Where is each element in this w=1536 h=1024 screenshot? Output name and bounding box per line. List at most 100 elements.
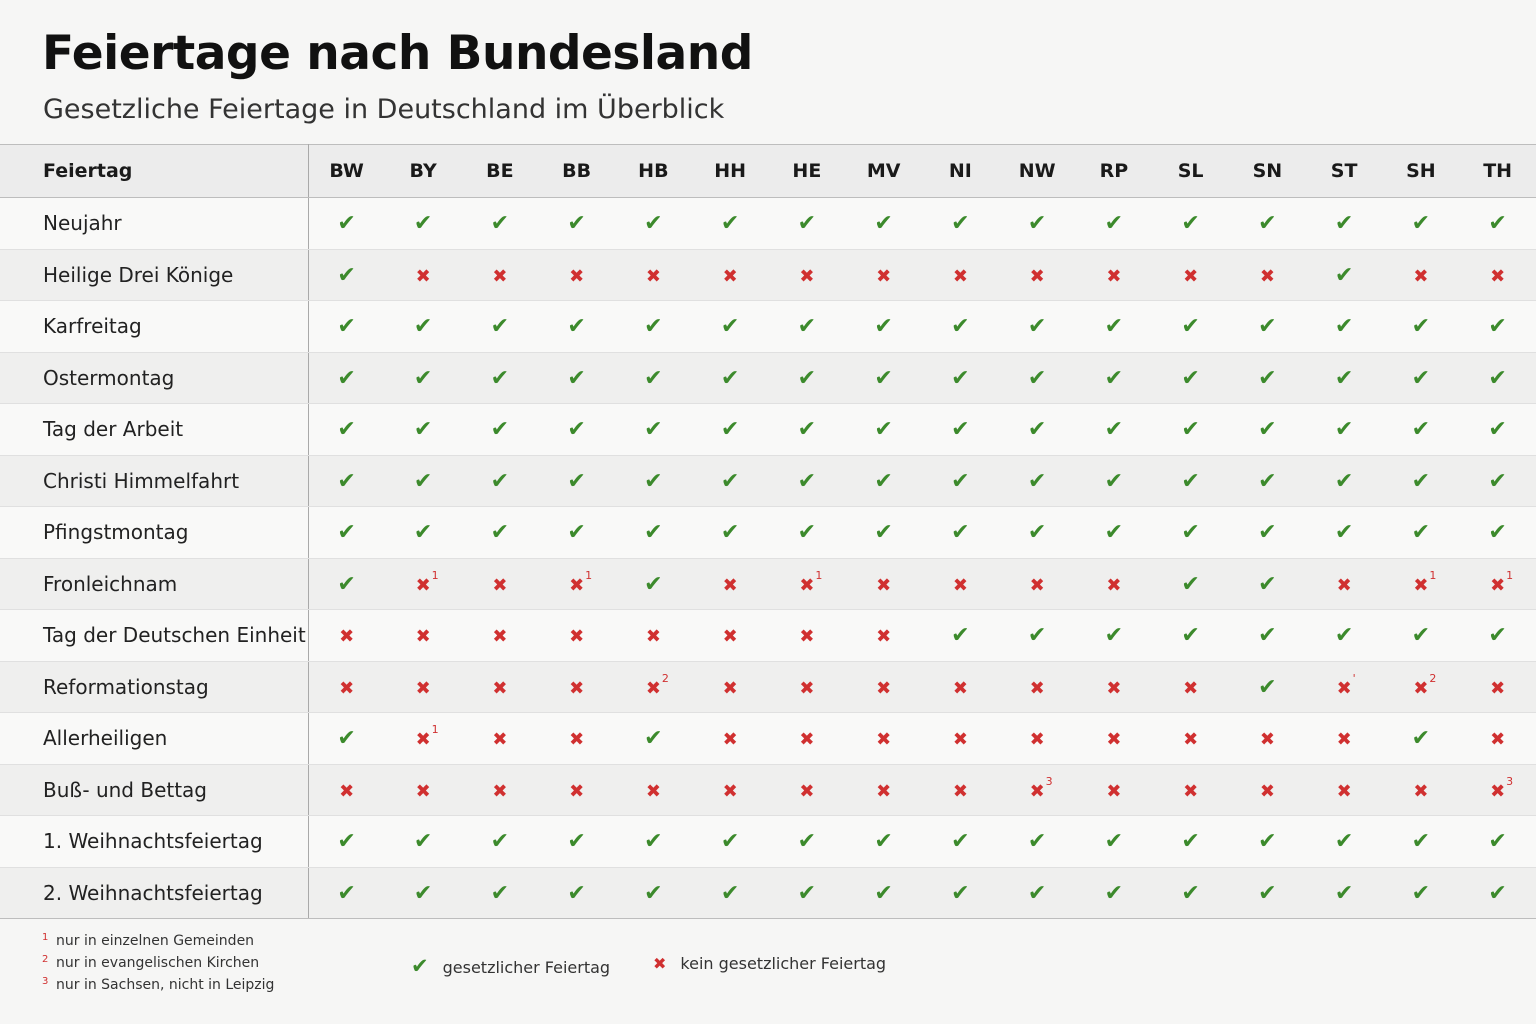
cross-icon: ✖ bbox=[1183, 780, 1199, 802]
holiday-name: Tag der Deutschen Einheit bbox=[0, 609, 309, 662]
status-cell: ✔ bbox=[461, 867, 539, 919]
check-icon: ✔ bbox=[337, 314, 356, 340]
check-icon: ✔ bbox=[1104, 365, 1124, 391]
status-cell: ✔ bbox=[691, 506, 769, 559]
cross-icon: ✖ 2 bbox=[1413, 671, 1437, 699]
check-icon: ✔ bbox=[567, 417, 586, 443]
status-cell: ✔ bbox=[1229, 506, 1306, 559]
status-cell: ✔ bbox=[308, 197, 385, 250]
cross-icon: ✖ bbox=[1336, 729, 1352, 751]
status-cell: ✖ bbox=[845, 249, 922, 301]
status-cell: ✔ bbox=[308, 506, 385, 559]
footnote: 2 nur in evangelischen Kirchen bbox=[42, 952, 274, 974]
status-cell: ✔ bbox=[615, 300, 692, 353]
status-cell: ✔ bbox=[1459, 403, 1536, 456]
status-cell: ✔ bbox=[1229, 403, 1306, 456]
cross-icon: ✖ bbox=[722, 780, 738, 802]
check-icon: ✔ bbox=[720, 314, 740, 340]
status-cell: ✔ bbox=[691, 867, 769, 919]
status-cell: ✔ bbox=[1305, 197, 1383, 250]
check-icon: ✔ bbox=[337, 829, 356, 855]
cross-icon: ✖ bbox=[339, 626, 355, 648]
status-cell: ✖ bbox=[768, 661, 846, 713]
status-cell: ✖ bbox=[1075, 661, 1153, 713]
cross-icon: ✖ bbox=[1106, 677, 1122, 699]
cross-icon: ✖ bbox=[492, 780, 508, 802]
cross-icon: ✖ 1 bbox=[415, 723, 439, 751]
status-cell: ✔ bbox=[768, 506, 846, 559]
status-cell: ✔ bbox=[1075, 867, 1153, 919]
cross-icon: ✖ bbox=[645, 626, 661, 648]
status-cell: ✖ bbox=[691, 661, 769, 713]
status-cell: ✖ bbox=[615, 764, 692, 816]
status-cell: ✔ bbox=[384, 506, 462, 559]
check-icon: ✔ bbox=[1334, 623, 1354, 649]
status-cell: ✔ bbox=[1305, 609, 1383, 662]
status-cell: ✔ bbox=[1382, 403, 1460, 456]
status-cell: ✔ bbox=[1075, 609, 1153, 662]
check-icon: ✔ bbox=[1334, 211, 1354, 237]
status-cell: ✖ bbox=[1229, 712, 1306, 765]
status-cell: ✖ bbox=[1075, 558, 1153, 610]
check-icon: ✔ bbox=[1027, 314, 1047, 340]
check-icon: ✔ bbox=[874, 211, 893, 237]
status-cell: ✔ bbox=[845, 506, 922, 559]
status-cell: ✔ bbox=[768, 455, 846, 507]
cross-icon: ✖ bbox=[876, 677, 892, 699]
header-state-bw: BW bbox=[308, 144, 385, 198]
check-icon: ✔ bbox=[490, 314, 510, 340]
status-cell: ✔ bbox=[922, 867, 999, 919]
status-cell: ✖ bbox=[998, 712, 1076, 765]
check-icon: ✔ bbox=[413, 211, 433, 237]
cross-icon: ✖ bbox=[952, 677, 968, 699]
cross-icon: ✖ bbox=[1106, 265, 1122, 287]
check-icon: ✔ bbox=[1488, 880, 1507, 906]
status-cell: ✔ bbox=[1152, 867, 1229, 919]
check-icon: ✔ bbox=[1334, 880, 1354, 906]
status-cell: ✔ bbox=[308, 352, 385, 404]
cross-icon: ✖ bbox=[952, 574, 968, 596]
status-cell: ✔ bbox=[1305, 300, 1383, 353]
holiday-name: Allerheiligen bbox=[0, 712, 309, 765]
check-icon: ✔ bbox=[797, 417, 817, 443]
check-icon: ✔ bbox=[567, 829, 586, 855]
header-state-hb: HB bbox=[615, 144, 692, 198]
check-icon: ✔ bbox=[1181, 520, 1200, 546]
check-icon: ✔ bbox=[490, 880, 510, 906]
status-cell: ✖ bbox=[384, 764, 462, 816]
status-cell: ✔ bbox=[998, 506, 1076, 559]
check-icon: ✔ bbox=[1181, 211, 1200, 237]
check-icon: ✔ bbox=[1027, 880, 1047, 906]
cross-icon: ✖ bbox=[569, 626, 585, 648]
check-icon: ✔ bbox=[644, 365, 663, 391]
status-cell: ✔ bbox=[1305, 403, 1383, 456]
cross-icon: ✖ 1 bbox=[415, 568, 439, 596]
cross-icon: ✖ bbox=[1029, 574, 1045, 596]
cross-icon: ✖ bbox=[569, 265, 585, 287]
status-cell: ✔ bbox=[1152, 403, 1229, 456]
check-icon: ✔ bbox=[1411, 211, 1431, 237]
check-icon: ✔ bbox=[644, 468, 663, 494]
status-cell: ✔ bbox=[384, 815, 462, 868]
status-cell: ✔ bbox=[1152, 197, 1229, 250]
status-cell: ✔ bbox=[538, 300, 615, 353]
check-icon: ✔ bbox=[1334, 262, 1354, 288]
check-icon: ✔ bbox=[413, 365, 433, 391]
status-cell: ✔ bbox=[384, 867, 462, 919]
cross-icon: ✖ bbox=[722, 729, 738, 751]
status-cell: ✔ bbox=[845, 815, 922, 868]
status-cell: ✔ bbox=[615, 352, 692, 404]
table-row: Heilige Drei Könige ✔ ✖ ✖ ✖ ✖ ✖ ✖ ✖ ✖ ✖ ✖ ✖ ✖ ✔ ✖ ✖ bbox=[0, 249, 1536, 301]
cross-icon: ✖ bbox=[876, 574, 892, 596]
check-icon: ✔ bbox=[797, 314, 817, 340]
check-icon: ✔ bbox=[1027, 468, 1047, 494]
status-cell: ✔ bbox=[461, 506, 539, 559]
status-cell: ✔ bbox=[1459, 815, 1536, 868]
header-state-ni: NI bbox=[922, 144, 999, 198]
status-cell: ✔ bbox=[1382, 815, 1460, 868]
check-icon: ✔ bbox=[797, 365, 817, 391]
check-icon: ✔ bbox=[1104, 314, 1124, 340]
cross-icon: ✖ bbox=[415, 677, 431, 699]
status-cell: ✔ bbox=[1152, 506, 1229, 559]
